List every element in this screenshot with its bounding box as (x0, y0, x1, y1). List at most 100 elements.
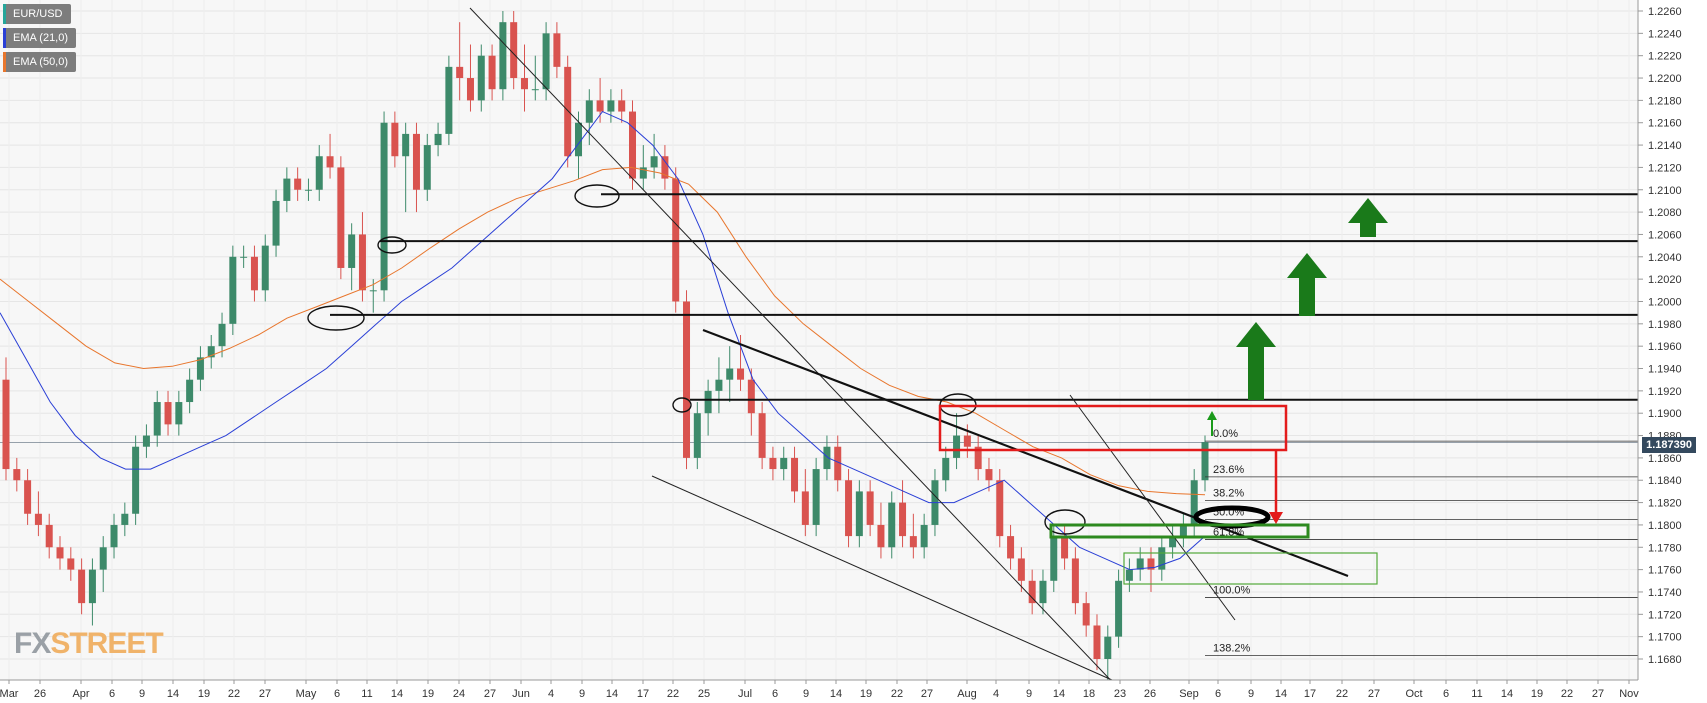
y-tick-label: 1.2120 (1648, 162, 1682, 174)
candle-body (207, 346, 215, 358)
x-tick-label: 14 (830, 688, 842, 700)
highlight-circle (574, 184, 620, 208)
candle-body (683, 301, 691, 458)
x-tick-label: 19 (198, 688, 210, 700)
candle-body (1028, 580, 1036, 604)
trendline-bold (702, 328, 1349, 578)
candle-body (499, 22, 507, 90)
x-tick-label: 18 (1083, 688, 1095, 700)
ema50-line (0, 166, 1206, 496)
y-tick-label: 1.2000 (1648, 296, 1682, 308)
fib-level-label: 100.0% (1213, 585, 1251, 597)
x-axis-background (0, 680, 1638, 703)
x-tick-label: 9 (579, 688, 585, 700)
candle-body (1158, 547, 1166, 570)
x-tick-label: Sep (1179, 688, 1199, 700)
candle-body (477, 55, 485, 101)
candle-body (510, 22, 518, 79)
legend-label: EMA (21,0) (13, 32, 69, 44)
candle-body (629, 111, 637, 179)
x-tick-label: 6 (1443, 688, 1449, 700)
candle-body (434, 133, 442, 146)
trendline-upper (469, 7, 1121, 691)
y-tick-label: 1.2220 (1648, 51, 1682, 63)
x-tick-label: 19 (1531, 688, 1543, 700)
x-tick-label: 17 (1304, 688, 1316, 700)
y-tick-label: 1.1840 (1648, 475, 1682, 487)
candle-body (488, 55, 496, 90)
candle-body (1190, 480, 1198, 525)
candle-body (466, 78, 474, 101)
candle-body (639, 167, 647, 179)
green-arrow-up-3 (1348, 198, 1388, 237)
y-tick-label: 1.2080 (1648, 207, 1682, 219)
legend-label: EMA (50,0) (13, 56, 69, 68)
candle-body (250, 256, 258, 291)
x-tick-label: Jul (738, 688, 752, 700)
candle-body (1071, 558, 1079, 604)
candle-body (888, 502, 896, 548)
x-tick-label: May (296, 688, 317, 700)
support-box (1049, 523, 1310, 539)
candle-body (445, 66, 453, 134)
candle-body (294, 178, 302, 190)
resistance-box (938, 404, 1288, 452)
candle-body (1050, 536, 1058, 581)
last-price-label: 1.187390 (1642, 437, 1696, 453)
grid (0, 10, 1638, 660)
highlight-circle (307, 305, 365, 331)
candles (2, 11, 1209, 682)
x-tick-label: 22 (1561, 688, 1573, 700)
fxstreet-logo: FXSTREET (14, 627, 164, 661)
candle-body (1039, 580, 1047, 604)
legend-label: EUR/USD (13, 8, 63, 20)
analysis-overlays-front: 0.0%23.6%38.2%50.0%61.8%100.0%138.2% (307, 7, 1638, 691)
x-tick-label: 27 (259, 688, 271, 700)
candle-body (564, 66, 572, 157)
candle-body (175, 402, 183, 425)
candle-body (1125, 569, 1133, 581)
fib-level-label: 38.2% (1213, 487, 1244, 499)
candle-body (99, 547, 107, 570)
candle-body (1147, 558, 1155, 570)
candle-body (974, 446, 982, 470)
x-tick-label: 17 (637, 688, 649, 700)
candle-body (942, 457, 950, 481)
candle-body (985, 469, 993, 481)
support-zone-box (1123, 552, 1378, 585)
candle-body (153, 402, 161, 436)
candle-body (164, 402, 172, 425)
y-tick-label: 1.1860 (1648, 453, 1682, 465)
candle-body (315, 156, 323, 190)
candle-body (218, 323, 226, 347)
y-tick-label: 1.1740 (1648, 587, 1682, 599)
highlight-circle (377, 236, 407, 254)
y-tick-label: 1.2020 (1648, 274, 1682, 286)
candle-body (348, 234, 356, 268)
x-tick-label: 9 (1026, 688, 1032, 700)
candle-body (369, 290, 377, 292)
x-tick-label: 22 (228, 688, 240, 700)
ema-lines (0, 110, 1206, 571)
candle-body (953, 435, 961, 458)
logo-part-fx: FX (14, 627, 51, 660)
green-arrow-up-1 (1236, 322, 1276, 400)
candle-body (186, 379, 194, 403)
candle-body (542, 33, 550, 90)
candle-body (747, 379, 755, 414)
x-tick-label: 22 (1336, 688, 1348, 700)
x-tick-label: 6 (1215, 688, 1221, 700)
candle-body (845, 480, 853, 537)
legend-swatch (3, 4, 6, 24)
y-tick-label: 1.2060 (1648, 229, 1682, 241)
candle-body (358, 234, 366, 291)
y-axis: 1.2260 1.2240 1.2220 1.2200 1.2180 1.2160 1.21… (1637, 0, 1707, 703)
x-tick-label: 27 (1592, 688, 1604, 700)
candle-body (726, 368, 734, 380)
candle-body (56, 547, 64, 559)
trendline-short (1069, 394, 1236, 621)
candle-body (121, 513, 129, 525)
legend-item-2: EMA (50,0) (3, 52, 77, 72)
y-tick-label: 1.2100 (1648, 185, 1682, 197)
